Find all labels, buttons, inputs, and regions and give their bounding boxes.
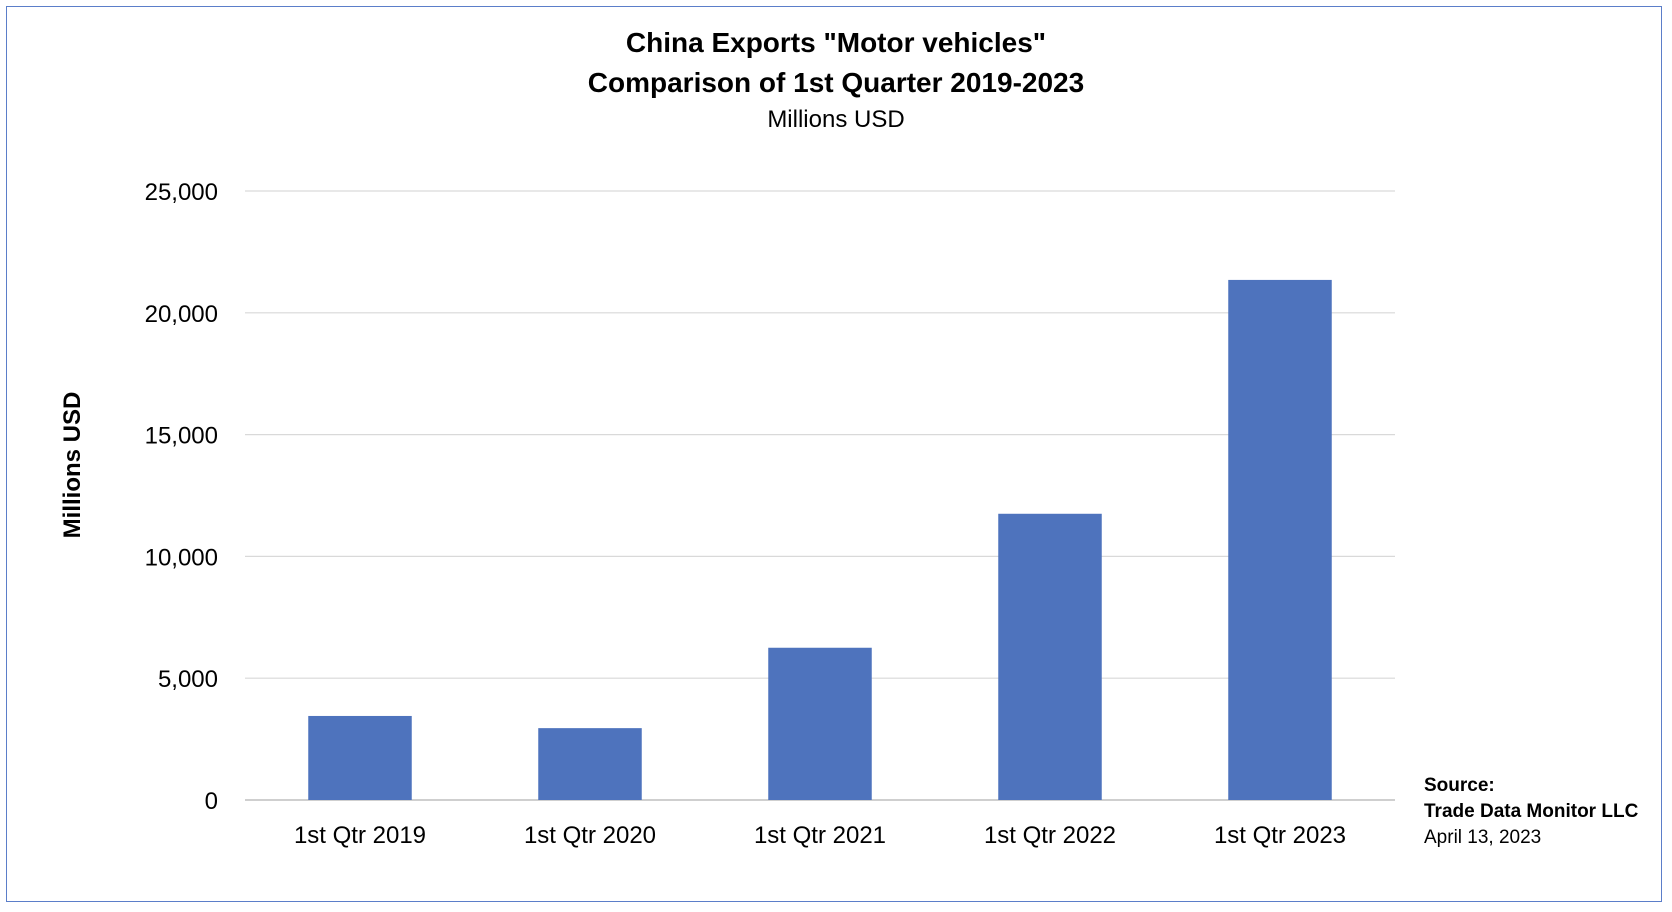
y-axis-label: Millions USD [59, 392, 86, 539]
y-tick-label: 0 [205, 788, 218, 815]
y-tick-label: 20,000 [145, 301, 218, 328]
bar [998, 513, 1102, 800]
bars [308, 279, 1332, 800]
chart-title-line2: Comparison of 1st Quarter 2019-2023 [588, 67, 1084, 98]
x-tick-label: 1st Qtr 2021 [754, 822, 886, 849]
chart-title: China Exports "Motor vehicles" [626, 27, 1046, 58]
x-tick-label: 1st Qtr 2020 [524, 822, 656, 849]
bar [308, 715, 412, 800]
x-tick-label: 1st Qtr 2022 [984, 822, 1116, 849]
source-label: Source: [1424, 775, 1495, 796]
y-tick-label: 25,000 [145, 179, 218, 206]
x-tick-label: 1st Qtr 2019 [294, 822, 426, 849]
x-tick-label: 1st Qtr 2023 [1214, 822, 1346, 849]
source-name: Trade Data Monitor LLC [1424, 801, 1639, 822]
bar [538, 728, 642, 800]
y-axis-ticks: 0 5,000 10,000 15,000 20,000 25,000 [145, 179, 218, 815]
chart-subtitle: Millions USD [767, 106, 904, 133]
bar [768, 647, 872, 800]
y-tick-label: 10,000 [145, 544, 218, 571]
y-tick-label: 15,000 [145, 423, 218, 450]
bar [1228, 279, 1332, 800]
gridlines [245, 190, 1395, 801]
x-axis-ticks: 1st Qtr 2019 1st Qtr 2020 1st Qtr 2021 1st … [294, 822, 1346, 849]
y-tick-label: 5,000 [158, 666, 218, 693]
source-date: April 13, 2023 [1424, 827, 1541, 848]
